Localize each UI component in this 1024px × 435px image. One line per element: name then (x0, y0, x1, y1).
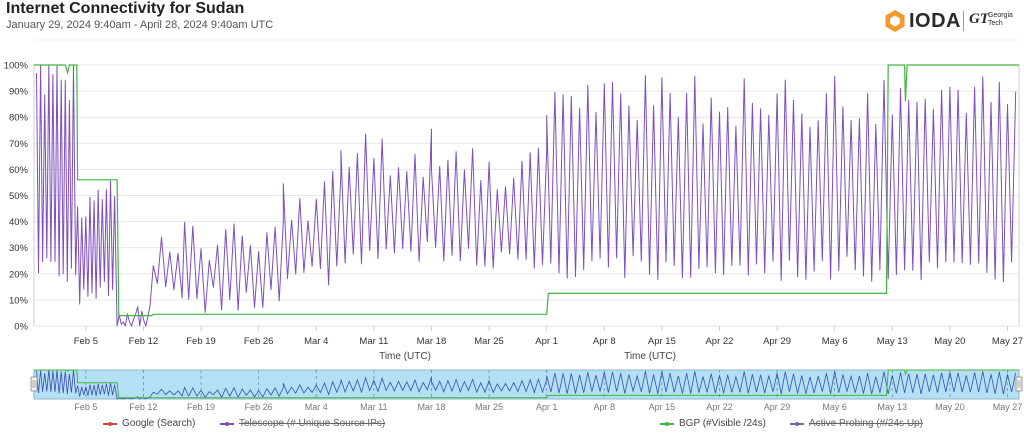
x-tick-label: Mar 25 (474, 336, 504, 347)
legend-swatch-bgp (660, 421, 674, 426)
navigator-tick-label: May 27 (993, 402, 1023, 412)
x-axis-label-secondary: Time (UTC) (624, 351, 676, 362)
navigator-ticks: Feb 5 Feb 12 Feb 19 Feb 26 Mar 4 Mar 11 Mar 18… (74, 402, 1022, 412)
chart-legend: Google (Search) Telescope (# Unique Sour… (0, 418, 1024, 434)
navigator-tick-label: Apr 15 (649, 402, 676, 412)
legend-label-bgp: BGP (#Visible /24s) (679, 418, 766, 429)
x-axis-label: Time (UTC) (379, 351, 431, 362)
x-tick-label: May 13 (877, 336, 908, 347)
legend-swatch-google (103, 421, 117, 426)
x-tick-label: May 6 (822, 336, 848, 347)
legend-item-bgp[interactable]: BGP (#Visible /24s) (660, 418, 766, 429)
navigator-tick-label: Apr 29 (764, 402, 791, 412)
navigator-tick-label: May 20 (935, 402, 965, 412)
x-tick-label: May 27 (992, 336, 1023, 347)
page-title: Internet Connectivity for Sudan (6, 0, 245, 17)
legend-label-google: Google (Search) (122, 418, 196, 429)
x-tick-label: Feb 5 (74, 336, 98, 347)
legend-swatch-active-probing (790, 421, 804, 426)
x-axis-ticks: Feb 5 Feb 12 Feb 19 Feb 26 Mar 4 Mar 11 Mar 18… (74, 326, 1023, 347)
navigator-right-handle[interactable] (1015, 376, 1023, 392)
gt-line-2: Tech (988, 20, 1003, 27)
legend-item-active-probing[interactable]: Active Probing (#/24s Up) (790, 418, 923, 429)
time-range-navigator[interactable] (30, 369, 1023, 400)
bgp-series-line (34, 64, 1019, 317)
navigator-tick-label: Apr 1 (536, 402, 558, 412)
x-tick-label: Apr 1 (535, 336, 558, 347)
date-range-subtitle: January 29, 2024 9:40am - April 28, 2024… (6, 19, 274, 31)
navigator-tick-label: Feb 26 (245, 402, 273, 412)
legend-label-active-probing: Active Probing (#/24s Up) (809, 418, 923, 429)
y-tick-label: 50% (9, 191, 29, 202)
navigator-tick-label: Feb 5 (74, 402, 97, 412)
y-tick-label: 20% (9, 269, 29, 280)
navigator-telescope-line (36, 369, 1017, 400)
navigator-tick-label: May 6 (822, 402, 847, 412)
navigator-tick-label: Mar 18 (417, 402, 445, 412)
y-axis-ticks: 0% 10% 20% 30% 40% 50% 60% 70% 80% 90% 100% (4, 61, 29, 333)
navigator-left-handle[interactable] (30, 376, 38, 392)
gt-line-1: Georgia (988, 12, 1013, 19)
navigator-tick-label: Feb 12 (129, 402, 157, 412)
x-tick-label: Feb 12 (129, 336, 159, 347)
handle-body (1015, 376, 1023, 392)
x-tick-label: Mar 4 (304, 336, 328, 347)
navigator-tick-label: Mar 25 (475, 402, 503, 412)
chart-series (34, 64, 1019, 327)
legend-item-google[interactable]: Google (Search) (103, 418, 195, 429)
y-tick-label: 100% (4, 61, 29, 72)
y-tick-label: 40% (9, 217, 29, 228)
navigator-tick-label: May 13 (878, 402, 908, 412)
y-tick-label: 80% (9, 113, 29, 124)
legend-swatch-telescope (220, 421, 234, 426)
chart-grid (33, 39, 1020, 327)
legend-label-telescope: Telescope (# Unique Source IPs) (239, 418, 386, 429)
ioda-hexagon-icon (885, 10, 905, 32)
navigator-bgp-line (34, 369, 1019, 399)
x-tick-label: Mar 18 (417, 336, 447, 347)
georgia-tech-text: Georgia Tech (988, 12, 1013, 28)
navigator-tick-label: Mar 11 (360, 402, 387, 412)
y-tick-label: 30% (9, 243, 29, 254)
x-tick-label: Feb 19 (186, 336, 216, 347)
navigator-tick-label: Apr 8 (594, 402, 616, 412)
x-tick-label: Apr 8 (593, 336, 616, 347)
x-tick-label: Apr 29 (763, 336, 791, 347)
legend-item-telescope[interactable]: Telescope (# Unique Source IPs) (220, 418, 385, 429)
y-tick-label: 0% (14, 322, 28, 333)
x-tick-label: May 20 (934, 336, 965, 347)
x-tick-label: Apr 15 (648, 336, 676, 347)
logo-separator (963, 11, 964, 31)
navigator-tick-label: Feb 19 (187, 402, 215, 412)
x-tick-label: Mar 11 (359, 336, 388, 347)
ioda-georgia-tech-logo: IODA GT Georgia Tech (884, 8, 1018, 34)
handle-body (30, 376, 38, 392)
y-tick-label: 90% (9, 87, 29, 98)
navigator-tick-label: Mar 4 (305, 402, 328, 412)
navigator-selection (33, 369, 1020, 400)
navigator-tick-label: Apr 22 (706, 402, 733, 412)
telescope-series-line (36, 64, 1017, 327)
ioda-wordmark: IODA (909, 10, 961, 32)
gt-mark: GT (969, 11, 989, 27)
y-tick-label: 10% (9, 295, 29, 306)
x-tick-label: Apr 22 (705, 336, 733, 347)
x-tick-label: Feb 26 (244, 336, 274, 347)
y-tick-label: 60% (9, 165, 29, 176)
y-tick-label: 70% (9, 139, 29, 150)
